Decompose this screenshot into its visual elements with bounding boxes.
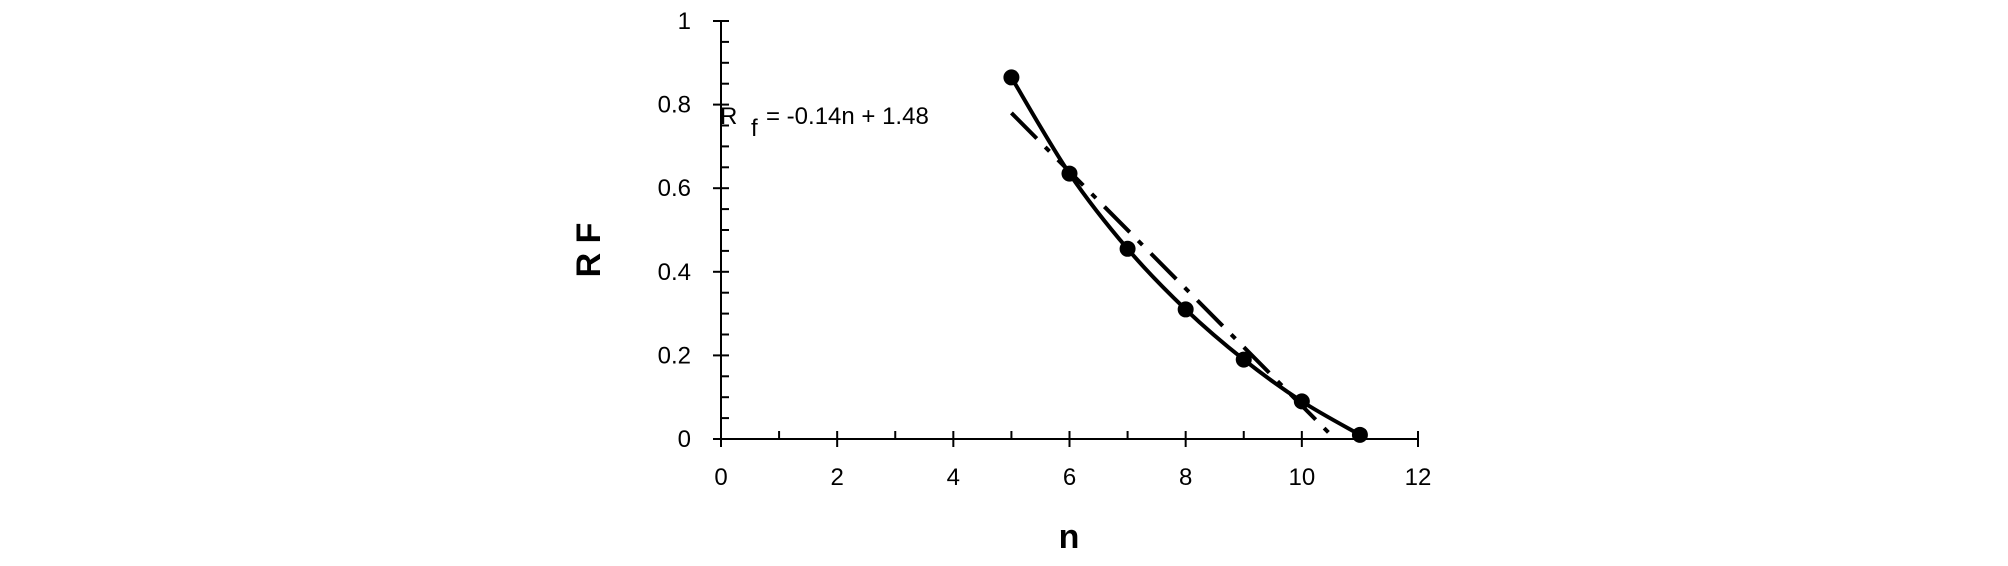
y-tick-label: 0 (678, 426, 691, 453)
data-point (1119, 240, 1136, 257)
y-axis-title: R F (570, 223, 608, 278)
series-line (1009, 76, 1361, 437)
x-tick-label: 4 (947, 464, 960, 491)
x-tick-label: 0 (714, 464, 727, 491)
x-tick-label: 2 (830, 464, 843, 491)
x-tick-label: 8 (1179, 464, 1192, 491)
data-point (1061, 165, 1078, 182)
y-tick-label: 0.6 (658, 175, 691, 202)
y-tick-label: 0.2 (658, 342, 691, 369)
x-tick-label: 10 (1288, 464, 1315, 491)
annotation: = -0.14n + 1.48 (766, 103, 929, 130)
data-point (1003, 69, 1020, 86)
y-tick-label: 0.8 (658, 92, 691, 119)
data-point (1177, 301, 1194, 318)
y-tick-label: 0.4 (658, 259, 691, 286)
annotation: R (720, 103, 737, 130)
data-point (1293, 393, 1310, 410)
y-tick-label: 1 (678, 8, 691, 35)
x-tick-label: 12 (1405, 464, 1432, 491)
data-point (1235, 351, 1252, 368)
annotation: f (751, 115, 758, 142)
x-tick-label: 6 (1063, 464, 1076, 491)
x-axis-title: n (1059, 518, 1080, 556)
data-point (1351, 426, 1368, 443)
